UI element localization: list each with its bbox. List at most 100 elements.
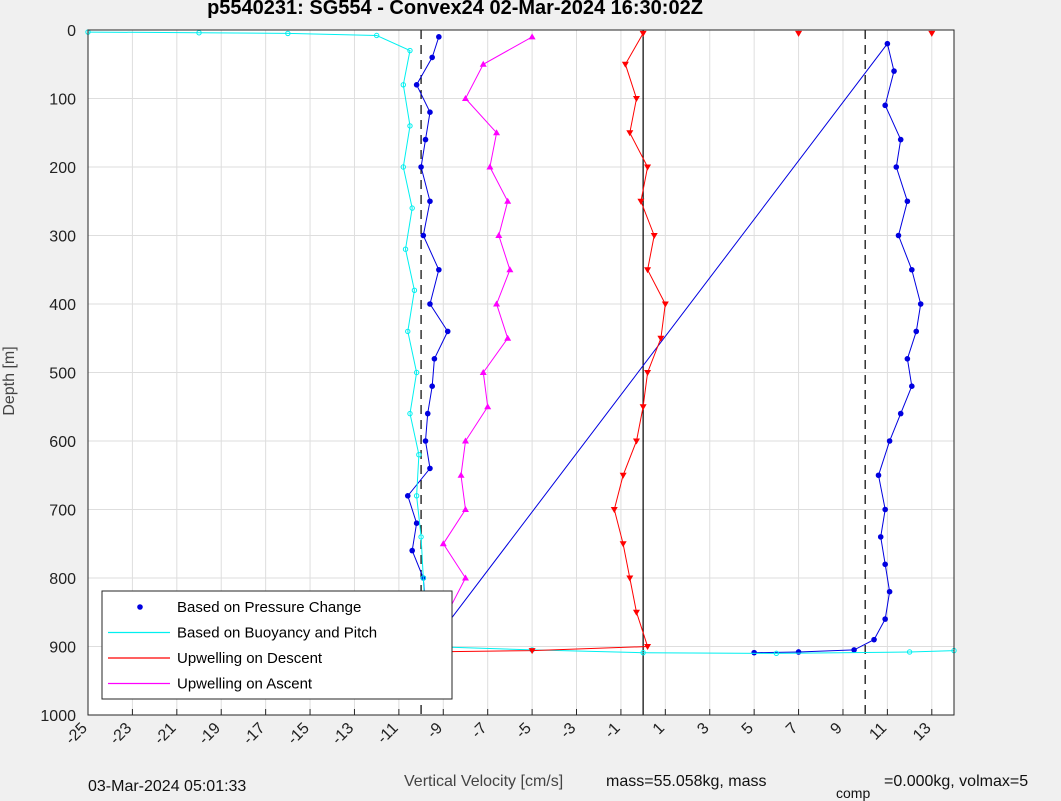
x-tick-label: -1 bbox=[602, 720, 624, 742]
data-point bbox=[429, 383, 435, 390]
data-point bbox=[877, 534, 884, 540]
data-point bbox=[461, 437, 469, 444]
y-tick-label: 0 bbox=[67, 23, 76, 40]
x-tick-label: -9 bbox=[424, 720, 446, 742]
data-point bbox=[407, 410, 413, 417]
data-point bbox=[632, 96, 640, 102]
x-tick-label: -19 bbox=[196, 720, 224, 748]
data-point bbox=[895, 232, 902, 239]
data-point bbox=[493, 129, 501, 136]
y-tick-label: 600 bbox=[49, 434, 76, 451]
x-tick-label: -3 bbox=[557, 720, 579, 742]
data-point bbox=[619, 541, 627, 548]
data-point bbox=[884, 40, 891, 47]
data-point bbox=[461, 506, 469, 512]
data-point bbox=[427, 465, 433, 472]
data-point bbox=[196, 30, 202, 36]
data-point bbox=[411, 287, 418, 293]
plot-frame bbox=[87, 29, 955, 716]
data-point bbox=[773, 650, 780, 657]
y-tick-label: 900 bbox=[49, 640, 76, 657]
data-point bbox=[486, 163, 494, 170]
data-point bbox=[409, 205, 415, 211]
data-point bbox=[928, 30, 936, 37]
mass-info-subscript: comp bbox=[836, 785, 870, 801]
data-point bbox=[644, 164, 652, 171]
data-point bbox=[795, 649, 802, 655]
data-point bbox=[413, 493, 420, 499]
data-point bbox=[285, 30, 291, 37]
data-point bbox=[904, 198, 911, 205]
data-point bbox=[418, 164, 424, 170]
y-tick-label: 500 bbox=[49, 366, 76, 383]
data-point bbox=[909, 266, 915, 273]
x-tick-label: -13 bbox=[329, 720, 357, 748]
data-point bbox=[644, 644, 652, 650]
data-point bbox=[913, 328, 920, 335]
x-tick-label: 7 bbox=[783, 720, 801, 738]
y-tick-labels: 0 100 200 300 400 500 600 700 800 900 1000 bbox=[40, 23, 76, 725]
data-point bbox=[528, 648, 536, 655]
data-point bbox=[644, 267, 652, 274]
data-point bbox=[657, 335, 665, 342]
x-tick-label: -17 bbox=[240, 720, 268, 748]
mass-info-suffix: =0.000kg, volmax=5 bbox=[884, 773, 1028, 790]
data-point bbox=[407, 123, 413, 129]
data-point bbox=[418, 534, 424, 540]
data-point bbox=[413, 369, 420, 376]
data-point bbox=[436, 266, 442, 273]
data-point bbox=[422, 438, 429, 444]
data-point bbox=[431, 356, 438, 362]
data-point bbox=[424, 410, 431, 417]
legend-marker bbox=[137, 604, 143, 610]
data-point bbox=[495, 232, 503, 238]
data-point bbox=[904, 356, 911, 362]
x-tick-label: -7 bbox=[468, 720, 490, 742]
x-tick-label: 1 bbox=[650, 720, 668, 738]
data-point bbox=[632, 438, 640, 445]
data-point bbox=[402, 246, 409, 252]
data-point bbox=[640, 649, 646, 656]
data-point bbox=[891, 68, 897, 74]
data-point bbox=[404, 493, 411, 499]
data-point bbox=[875, 472, 882, 479]
data-point bbox=[886, 588, 893, 595]
data-point bbox=[897, 136, 904, 143]
data-point bbox=[619, 472, 627, 479]
data-point bbox=[886, 438, 893, 444]
x-tick-label: -5 bbox=[513, 720, 535, 742]
x-tick-label: 13 bbox=[910, 720, 935, 745]
data-point bbox=[405, 328, 411, 335]
data-point bbox=[661, 301, 669, 308]
data-point bbox=[882, 616, 888, 622]
data-point bbox=[373, 32, 380, 39]
y-tick-label: 400 bbox=[49, 297, 76, 314]
data-point bbox=[493, 300, 501, 307]
y-tick-label: 100 bbox=[49, 92, 76, 109]
data-point bbox=[751, 649, 757, 656]
y-axis-label: Depth [m] bbox=[1, 346, 18, 415]
data-point bbox=[639, 404, 647, 411]
x-tick-label: -21 bbox=[151, 720, 179, 748]
x-tick-label: 11 bbox=[866, 720, 890, 744]
data-point bbox=[851, 647, 857, 653]
data-point bbox=[439, 540, 447, 547]
y-tick-label: 300 bbox=[49, 229, 76, 246]
legend: Based on Pressure Change Based on Buoyanc… bbox=[101, 590, 453, 700]
x-tick-labels: -25 -23 -21 -19 -17 -15 -13 -11 -9 -7 -5 -3 -1 1 3 5 7 9 1… bbox=[62, 720, 934, 748]
x-tick-label: 5 bbox=[739, 720, 757, 738]
data-point bbox=[632, 609, 640, 616]
data-point bbox=[621, 61, 629, 68]
data-point bbox=[427, 198, 433, 205]
data-point bbox=[897, 410, 904, 417]
data-point bbox=[416, 452, 422, 458]
y-tick-label: 200 bbox=[49, 160, 76, 177]
legend-label: Based on Buoyancy and Pitch bbox=[177, 625, 377, 642]
mass-info-prefix: mass=55.058kg, mass bbox=[606, 773, 767, 790]
series-group bbox=[417, 30, 936, 656]
data-point bbox=[504, 197, 512, 204]
data-point bbox=[479, 369, 487, 375]
y-tick-label: 1000 bbox=[40, 708, 76, 725]
data-point bbox=[461, 95, 469, 101]
